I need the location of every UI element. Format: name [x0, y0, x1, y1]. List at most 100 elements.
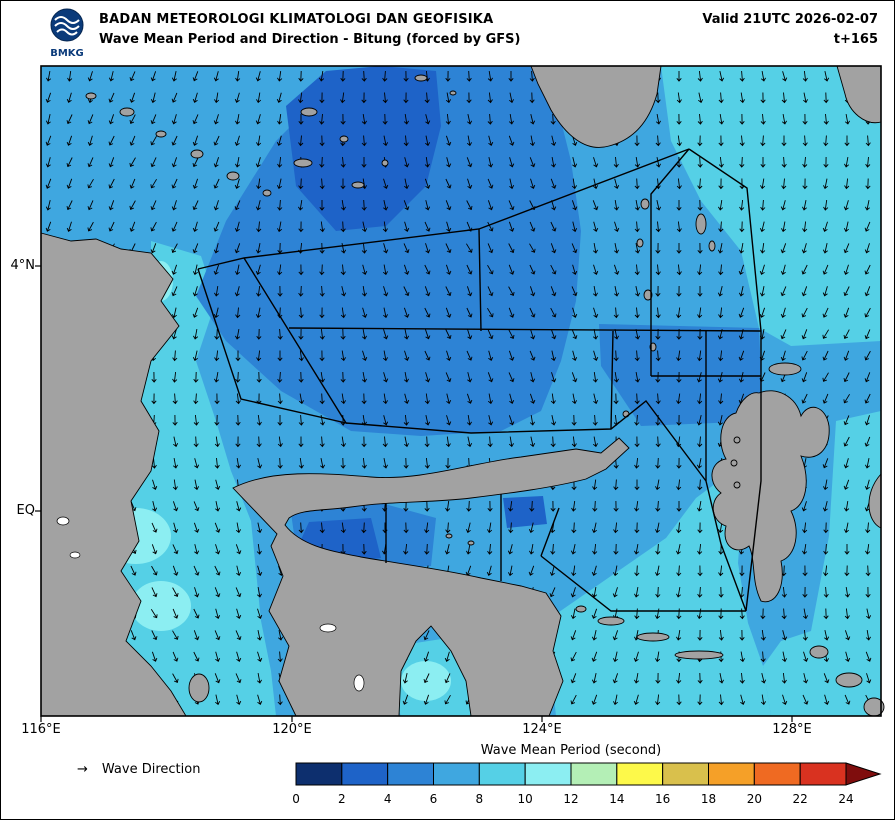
- land-halmahera: [711, 390, 830, 603]
- logo-text: BMKG: [50, 48, 84, 59]
- bmkg-logo: BMKG: [45, 6, 89, 62]
- island: [597, 616, 625, 626]
- land-masses: [40, 65, 885, 717]
- sea-patch: [286, 66, 441, 231]
- colorbar-segment: [295, 762, 343, 786]
- island: [445, 533, 453, 539]
- islet: [69, 551, 81, 559]
- colorbar-tick-label: 12: [563, 792, 578, 806]
- colorbar-overflow-arrow: [845, 762, 882, 786]
- island: [768, 362, 802, 376]
- zone-line: [540, 555, 746, 612]
- forecast-step: t+165: [833, 32, 878, 47]
- island: [674, 650, 724, 660]
- lake: [353, 674, 365, 692]
- island: [85, 92, 97, 100]
- island: [155, 130, 167, 138]
- logo-wave-2: [54, 22, 80, 30]
- wave-direction-label: Wave Direction: [101, 762, 201, 777]
- island: [640, 198, 650, 210]
- land-sulawesi: [232, 437, 630, 717]
- colorbar-segment: [799, 762, 847, 786]
- colorbar-title: Wave Mean Period (second): [480, 743, 662, 758]
- island: [293, 158, 313, 168]
- island: [733, 436, 741, 444]
- island: [835, 672, 863, 688]
- lakes-and-islets: [56, 516, 365, 692]
- zone-line: [540, 507, 560, 557]
- ytick-eq: EQ: [16, 503, 35, 518]
- agency-title: BADAN METEOROLOGI KLIMATOLOGI DAN GEOFIS…: [99, 12, 494, 27]
- zone-line: [197, 257, 348, 425]
- land-borneo: [40, 232, 187, 717]
- sea-patch: [196, 66, 581, 436]
- island: [708, 240, 716, 252]
- island: [467, 540, 475, 546]
- bmkg-logo-icon: BMKG: [50, 8, 84, 59]
- zone-line: [288, 327, 762, 332]
- colorbar-segment: [753, 762, 801, 786]
- sea-patch: [131, 581, 191, 631]
- island: [636, 238, 644, 248]
- colorbar-segment: [662, 762, 710, 786]
- zone-line: [610, 330, 614, 430]
- colorbar-segment: [524, 762, 572, 786]
- zone-line: [197, 148, 690, 270]
- island: [190, 149, 204, 159]
- sea-patch: [763, 411, 881, 716]
- logo-wave-3: [56, 28, 78, 36]
- header-valid-block: Valid 21UTC 2026-02-07 t+165: [702, 12, 878, 47]
- map-canvas: [35, 65, 885, 722]
- island: [119, 107, 135, 117]
- island: [351, 181, 365, 189]
- zone-line: [745, 376, 762, 612]
- colorbar-segment: [570, 762, 618, 786]
- xtick-120e: 120°E: [272, 722, 312, 737]
- colorbar-tick-label: 2: [338, 792, 346, 806]
- product-title: Wave Mean Period and Direction - Bitung …: [99, 32, 521, 47]
- xtick-124e: 124°E: [522, 722, 562, 737]
- colorbar-tick-label: 8: [476, 792, 484, 806]
- island: [262, 189, 272, 197]
- colorbar-segment: [708, 762, 755, 786]
- map-border: [40, 65, 882, 717]
- xtick-128e: 128°E: [772, 722, 812, 737]
- island: [730, 459, 738, 467]
- island: [695, 213, 707, 235]
- island: [226, 171, 240, 181]
- ytick-4n: 4°N: [10, 258, 36, 273]
- colorbar-tick-label: 6: [430, 792, 438, 806]
- lake: [319, 623, 337, 633]
- colorbar-tick-label: 16: [655, 792, 670, 806]
- zone-line: [650, 148, 690, 376]
- colorbar-segment: [616, 762, 664, 786]
- island: [636, 632, 670, 642]
- colorbar-tick-label: 10: [518, 792, 533, 806]
- islet: [56, 516, 70, 526]
- colorbar-segment: [387, 762, 434, 786]
- zone-line: [688, 148, 762, 376]
- wave-direction-arrow-icon: →: [77, 762, 88, 777]
- valid-time: Valid 21UTC 2026-02-07: [702, 12, 878, 27]
- colorbar-segment: [433, 762, 480, 786]
- map-area: [35, 65, 885, 722]
- colorbar-segment: [341, 762, 389, 786]
- island: [188, 673, 210, 703]
- island: [575, 605, 587, 613]
- colorbar-tick-label: 22: [793, 792, 808, 806]
- island: [449, 90, 457, 96]
- logo-wave-1: [54, 16, 80, 24]
- colorbar-tick-label: 20: [747, 792, 762, 806]
- wave-direction-legend: → Wave Direction: [77, 762, 200, 777]
- zone-line: [478, 228, 482, 332]
- island: [381, 159, 389, 167]
- island: [339, 135, 349, 143]
- sea-patch: [599, 324, 763, 426]
- xtick-116e: 116°E: [21, 722, 61, 737]
- colorbar: 0 2 4 6 8 10 12 14 16 18 20 22 24: [292, 762, 882, 807]
- colorbar-tick-label: 4: [384, 792, 392, 806]
- colorbar-canvas: 0 2 4 6 8 10 12 14 16 18 20 22 24: [292, 762, 882, 806]
- island: [300, 107, 318, 117]
- island: [809, 645, 829, 659]
